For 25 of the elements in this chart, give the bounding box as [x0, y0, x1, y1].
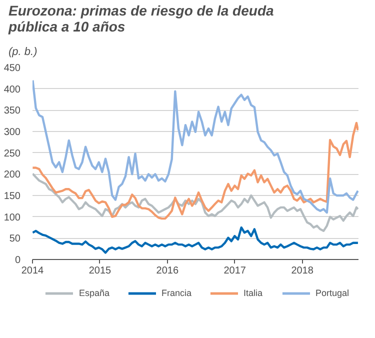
- legend-label: Italia: [244, 288, 264, 298]
- y-tick-label: 200: [4, 170, 21, 181]
- x-tick-label: 2018: [291, 266, 314, 276]
- y-tick-label: 300: [4, 127, 21, 138]
- y-tick-label: 350: [4, 106, 21, 117]
- line-series: [32, 226, 358, 254]
- x-tick-label: 2015: [88, 266, 112, 276]
- chart-title: Eurozona: primas de riesgo de la deuda pública a 10 años: [8, 2, 274, 34]
- y-tick-label: 0: [14, 255, 21, 266]
- line-series: [32, 79, 358, 214]
- legend-label: Portugal: [316, 288, 350, 298]
- y-tick-label: 250: [4, 148, 21, 160]
- line-series: [32, 172, 358, 232]
- chart-subtitle: (p. b.): [8, 46, 38, 58]
- y-tick-label: 400: [4, 84, 21, 96]
- y-tick-label: 450: [4, 63, 21, 74]
- y-tick-label: 150: [4, 191, 21, 202]
- legend-label: España: [78, 288, 110, 298]
- x-tick-label: 2017: [224, 266, 246, 276]
- line-series: [32, 122, 358, 220]
- legend-label: Francia: [161, 288, 192, 298]
- x-tick-label: 2014: [21, 266, 44, 276]
- x-tick-label: 2016: [156, 266, 179, 276]
- y-tick-label: 100: [4, 212, 21, 224]
- y-tick-label: 50: [9, 234, 21, 245]
